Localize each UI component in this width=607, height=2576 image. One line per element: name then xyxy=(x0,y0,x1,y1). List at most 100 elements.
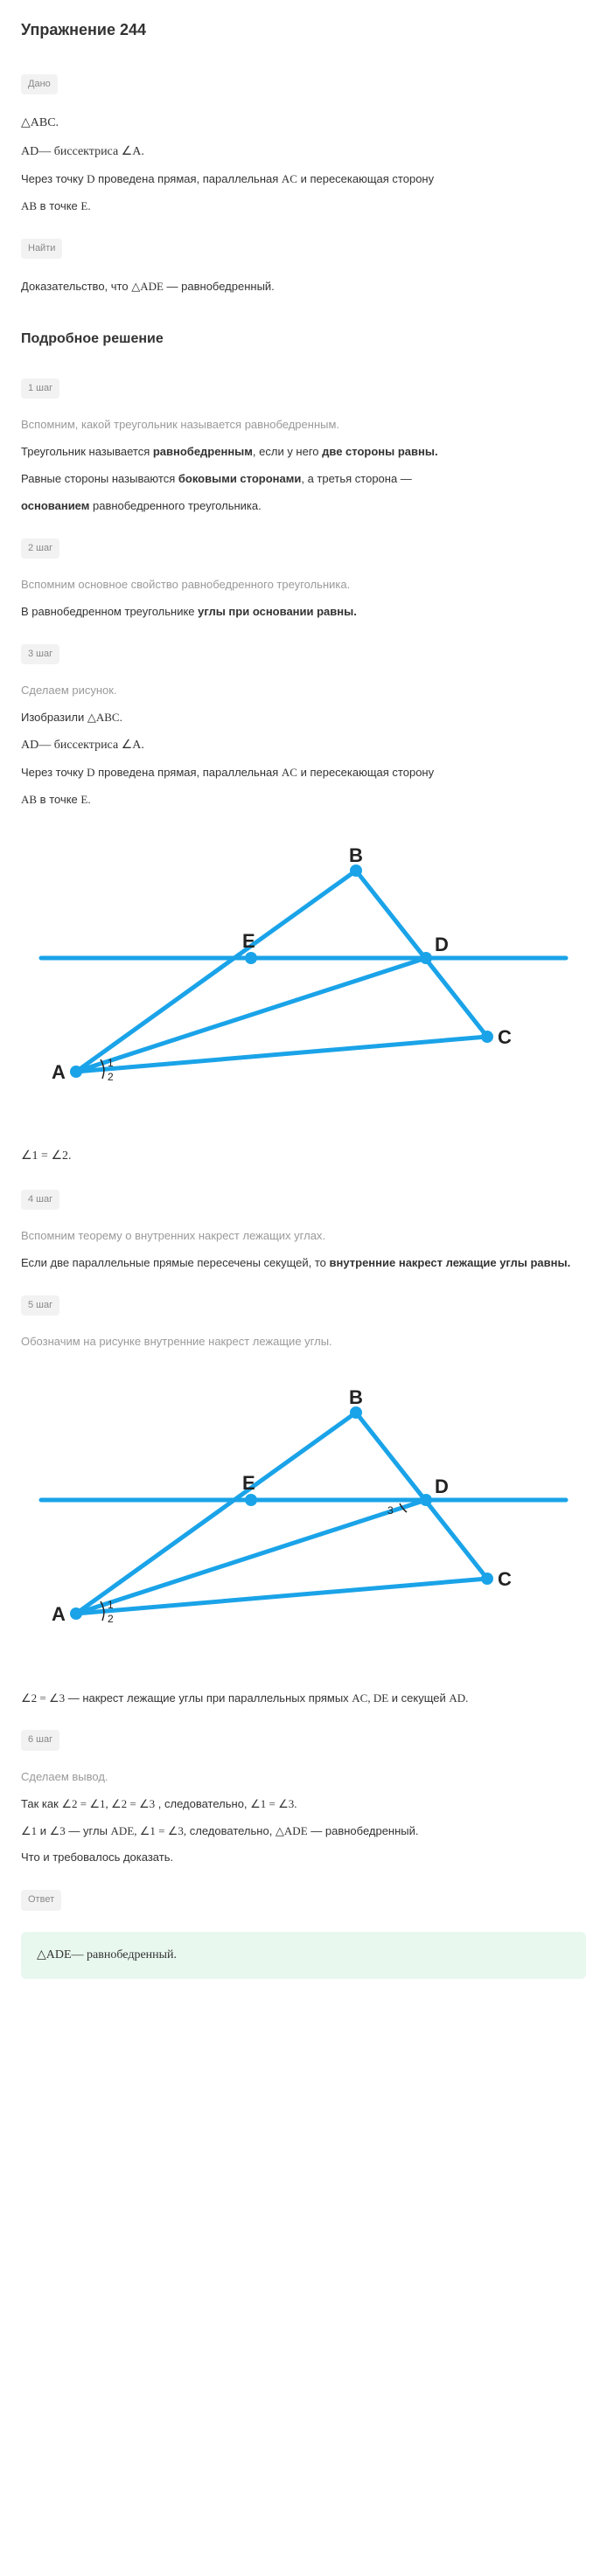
text-bold: углы при основании равны. xyxy=(198,605,357,618)
text: Равные стороны называются xyxy=(21,472,178,485)
dano-line-4: AB в точке E. xyxy=(21,198,586,216)
text: — биссектриса xyxy=(38,739,121,752)
step5-intro: Обозначим на рисунке внутренние накрест … xyxy=(21,1333,586,1351)
svg-text:1: 1 xyxy=(108,1057,114,1069)
solution-heading: Подробное решение xyxy=(21,328,586,351)
text: теорему о внутренних накрест лежащих угл… xyxy=(78,1229,322,1242)
badge-otvet: Ответ xyxy=(21,1890,61,1911)
math: AC, DE xyxy=(352,1691,388,1705)
text: в точке xyxy=(37,793,80,806)
math: E. xyxy=(80,793,90,806)
text: — равнобедренный. xyxy=(164,280,275,293)
text: равнобедренного треугольника. xyxy=(89,499,261,512)
svg-text:E: E xyxy=(242,930,255,952)
text: Если две параллельные прямые пересечены … xyxy=(21,1256,330,1269)
svg-text:B: B xyxy=(349,1386,363,1408)
text: Вспомним, какой треугольник называется xyxy=(21,418,245,431)
step4-line1: Если две параллельные прямые пересечены … xyxy=(21,1254,586,1273)
naiti-line: Доказательство, что △ADE — равнобедренны… xyxy=(21,278,586,296)
math: AB xyxy=(21,793,37,806)
math: △ADE xyxy=(131,280,164,293)
svg-text:3: 3 xyxy=(387,1504,394,1517)
step1-line2: Равные стороны называются боковыми сторо… xyxy=(21,470,586,489)
text: Треугольник называется xyxy=(21,445,153,458)
text: в точке xyxy=(37,199,80,212)
math: △ABC. xyxy=(87,711,122,724)
step5-line1: ∠2 = ∠3 — накрест лежащие углы при парал… xyxy=(21,1690,586,1708)
math: ∠3 xyxy=(50,1824,66,1837)
svg-text:2: 2 xyxy=(108,1613,114,1625)
badge-step5: 5 шаг xyxy=(21,1295,59,1316)
text: В равнобедренном треугольнике xyxy=(21,605,198,618)
badge-step6: 6 шаг xyxy=(21,1730,59,1751)
text: и xyxy=(37,1824,50,1837)
svg-text:D: D xyxy=(435,1475,449,1497)
diagram-2: 123ABCDE xyxy=(21,1386,586,1649)
badge-step1: 1 шаг xyxy=(21,378,59,399)
step3-line3: Через точку D проведена прямая, параллел… xyxy=(21,764,586,782)
step1-line1: Треугольник называется равнобедренным, е… xyxy=(21,443,586,462)
math: D xyxy=(87,172,94,185)
math: AB xyxy=(21,199,37,212)
text-bold: основанием xyxy=(21,499,89,512)
text: — равнобедренный. xyxy=(308,1824,419,1837)
badge-step4: 4 шаг xyxy=(21,1190,59,1211)
text: . xyxy=(336,418,339,431)
step2-intro: Вспомним основное свойство равнобедренно… xyxy=(21,576,586,594)
math: ∠A. xyxy=(122,145,144,158)
math: AC xyxy=(282,172,297,185)
text: . xyxy=(322,1229,325,1242)
text: — накрест лежащие углы при параллельных … xyxy=(65,1691,352,1705)
text: , а третья сторона — xyxy=(301,472,411,485)
text: , если у него xyxy=(253,445,322,458)
text: равнобедренным xyxy=(245,418,337,431)
step3-intro: Сделаем рисунок. xyxy=(21,682,586,700)
math: ∠2 = ∠3 xyxy=(21,1691,65,1705)
svg-text:C: C xyxy=(498,1026,512,1048)
dano-line-3: Через точку D проведена прямая, параллел… xyxy=(21,170,586,189)
step1-line3: основанием равнобедренного треугольника. xyxy=(21,497,586,516)
math: AD xyxy=(21,739,38,752)
math: △ADE xyxy=(37,1948,72,1962)
svg-text:A: A xyxy=(52,1061,66,1083)
math: AD. xyxy=(449,1691,468,1705)
exercise-title: Упражнение 244 xyxy=(21,17,586,43)
text: — равнобедренный. xyxy=(72,1948,178,1962)
text-bold: боковыми сторонами xyxy=(178,472,302,485)
step2-line1: В равнобедренном треугольнике углы при о… xyxy=(21,603,586,621)
text: — биссектриса xyxy=(38,145,121,158)
math: ∠1 = ∠3. xyxy=(250,1797,297,1810)
text: и пересекающая сторону xyxy=(297,172,434,185)
text: Вспомним xyxy=(21,1229,78,1242)
math: D xyxy=(87,766,94,779)
step3-line1: Изобразили △ABC. xyxy=(21,709,586,727)
text: проведена прямая, параллельная xyxy=(95,766,282,779)
text-bold: равнобедренным xyxy=(153,445,253,458)
step3-line4: AB в точке E. xyxy=(21,791,586,809)
step6-line1: Так как ∠2 = ∠1, ∠2 = ∠3 , следовательно… xyxy=(21,1795,586,1814)
text: Так как xyxy=(21,1797,61,1810)
step4-intro: Вспомним теорему о внутренних накрест ле… xyxy=(21,1227,586,1246)
text-bold: две стороны равны. xyxy=(322,445,437,458)
text: Доказательство, что xyxy=(21,280,131,293)
math: ∠1 xyxy=(21,1824,37,1837)
answer-block: △ADE— равнобедренный. xyxy=(21,1932,586,1979)
text: и пересекающая сторону xyxy=(297,766,434,779)
text: проведена прямая, параллельная xyxy=(95,172,282,185)
text: Через точку xyxy=(21,766,87,779)
badge-dano: Дано xyxy=(21,74,58,95)
svg-text:2: 2 xyxy=(108,1071,114,1083)
math: ∠A. xyxy=(122,739,144,752)
step3-line2: AD— биссектриса ∠A. xyxy=(21,736,586,755)
svg-text:A: A xyxy=(52,1603,66,1625)
text: Через точку xyxy=(21,172,87,185)
text: , следовательно, xyxy=(155,1797,250,1810)
svg-text:D: D xyxy=(435,934,449,955)
step6-line2: ∠1 и ∠3 — углы ADE, ∠1 = ∠3, следователь… xyxy=(21,1823,586,1841)
svg-text:C: C xyxy=(498,1568,512,1590)
badge-naiti: Найти xyxy=(21,239,62,260)
text: и секущей xyxy=(388,1691,449,1705)
step1-intro: Вспомним, какой треугольник называется р… xyxy=(21,416,586,434)
step6-line3: Что и требовалось доказать. xyxy=(21,1849,586,1867)
dano-line-2: AD— биссектриса ∠A. xyxy=(21,142,586,162)
